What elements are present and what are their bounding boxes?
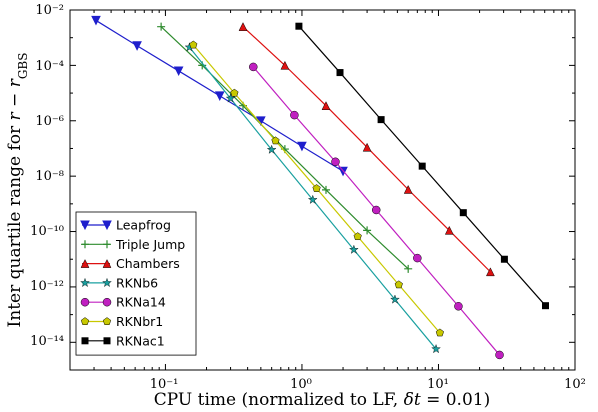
legend-marker — [81, 337, 89, 345]
legend-marker — [102, 317, 112, 325]
x-tick-label-1: 10⁻¹ — [150, 377, 179, 392]
data-point — [331, 157, 340, 167]
data-point — [230, 88, 239, 97]
data-point — [321, 101, 331, 110]
data-point — [459, 209, 467, 217]
legend-marker — [80, 277, 90, 288]
y-tick-label-5: 10⁻¹⁰ — [30, 224, 64, 239]
y-tick-label-6: 10⁻¹² — [30, 279, 64, 294]
data-point — [280, 60, 290, 70]
legend-marker — [81, 240, 89, 249]
legend-item: RKNac1 — [81, 333, 165, 348]
legend-label: RKNb6 — [116, 275, 158, 290]
legend-marker — [80, 259, 90, 268]
data-point — [431, 343, 441, 354]
series-rknb6 — [184, 42, 441, 354]
data-point — [485, 267, 495, 277]
legend-marker — [80, 317, 90, 325]
y-tick-label-1: 10⁻² — [35, 3, 64, 18]
data-point — [173, 66, 184, 77]
legend-label: RKNac1 — [116, 333, 165, 348]
legend-item: RKNbr1 — [80, 314, 163, 329]
plot-frame — [69, 9, 576, 371]
data-point — [157, 22, 166, 31]
data-point — [404, 264, 413, 273]
y-tick-label-7: 10⁻¹⁴ — [30, 334, 64, 349]
data-point — [418, 162, 426, 170]
series-rknbr1 — [189, 40, 444, 337]
data-point — [132, 41, 142, 51]
x-tick-label-3: 10¹ — [427, 377, 449, 392]
data-point — [307, 194, 318, 204]
data-point — [495, 350, 504, 360]
legend-item: RKNa14 — [80, 295, 166, 310]
legend-label: RKNbr1 — [116, 314, 163, 329]
legend-marker — [102, 277, 112, 288]
y-axis-label: Inter quartile range for r − rGBS — [5, 53, 30, 328]
legend-label: Triple Jump — [115, 237, 185, 252]
legend-label: Leapfrog — [116, 218, 171, 233]
legend-item: Leapfrog — [80, 218, 171, 233]
legend: Leapfrog Triple Jump Chambers RKNb6 RKNa14 RK… — [75, 211, 197, 356]
data-point — [321, 185, 330, 194]
data-point — [297, 141, 307, 152]
data-point — [500, 255, 508, 263]
data-point — [377, 116, 385, 124]
data-point — [214, 91, 225, 102]
data-point — [444, 225, 454, 235]
data-point — [312, 184, 321, 192]
legend-label: Chambers — [116, 256, 180, 271]
x-tick-label-2: 10⁰ — [290, 377, 312, 392]
data-point — [238, 22, 248, 31]
legend-item: RKNb6 — [80, 275, 158, 290]
legend-marker — [103, 240, 111, 249]
series-rknac1 — [295, 22, 549, 310]
series-layer — [91, 15, 549, 360]
data-point — [225, 93, 236, 103]
legend-box — [75, 211, 197, 356]
data-point — [362, 142, 372, 152]
data-point — [363, 226, 372, 235]
data-point — [394, 280, 403, 289]
data-point — [249, 62, 258, 72]
series-chambers — [238, 22, 495, 277]
y-tick-label-3: 10⁻⁶ — [35, 114, 64, 129]
y-tick-label-2: 10⁻⁴ — [35, 59, 64, 74]
axis-ticks — [69, 9, 576, 371]
legend-item: Triple Jump — [81, 237, 185, 252]
series-leapfrog — [91, 15, 348, 177]
data-point — [189, 40, 198, 49]
data-point — [413, 253, 422, 263]
x-tick-label-4: 10² — [564, 377, 586, 392]
data-point — [454, 302, 463, 311]
data-point — [435, 328, 444, 337]
legend-label: RKNa14 — [116, 295, 166, 310]
data-point — [353, 232, 362, 241]
data-point — [295, 22, 303, 30]
legend-marker — [102, 220, 112, 231]
legend-marker — [102, 297, 112, 307]
legend-marker — [80, 297, 90, 307]
data-point — [541, 302, 549, 310]
legend-marker — [80, 220, 90, 231]
data-point — [271, 136, 280, 145]
data-point — [290, 110, 299, 120]
data-point — [403, 184, 413, 194]
data-point — [91, 15, 101, 26]
data-point — [390, 294, 400, 304]
legend-marker — [103, 337, 111, 345]
data-point — [266, 144, 277, 154]
data-point — [348, 244, 359, 254]
y-tick-label-4: 10⁻⁸ — [35, 169, 64, 184]
series-rkna14 — [249, 62, 504, 360]
data-point — [336, 69, 344, 77]
data-point — [371, 205, 381, 215]
legend-item: Chambers — [80, 256, 180, 271]
x-axis-label: CPU time (normalized to LF, δt = 0.01) — [154, 390, 490, 410]
legend-marker — [102, 259, 112, 268]
